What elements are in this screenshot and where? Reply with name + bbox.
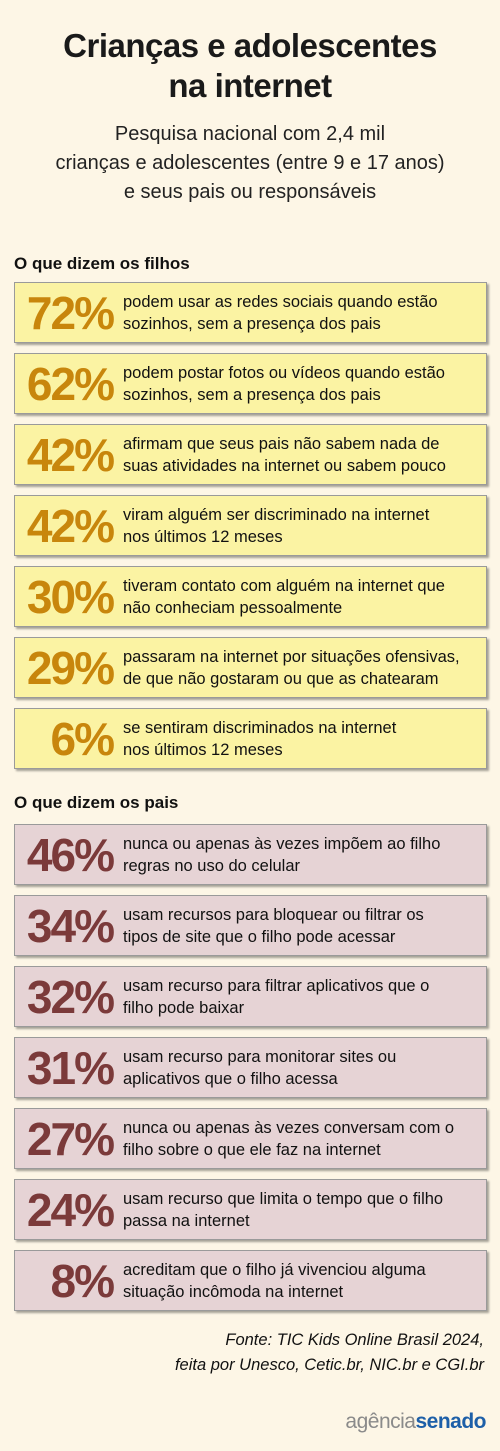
subtitle-line-1: Pesquisa nacional com 2,4 mil <box>114 123 386 145</box>
source-line-2: feita por Unesco, Cetic.br, NIC.br e CGI… <box>174 1356 484 1374</box>
subtitle: Pesquisa nacional com 2,4 mil crianças e… <box>0 120 500 207</box>
stat-percentage: 32% <box>26 970 115 1023</box>
stat-percentage: 27% <box>26 1112 115 1165</box>
stat-percentage: 72% <box>26 286 115 339</box>
stat-percentage: 42% <box>26 499 115 552</box>
stat-description: passaram na internet por situações ofens… <box>119 646 466 690</box>
stat-description-line-2: sozinhos, sem a presença dos pais <box>123 314 381 333</box>
stat-description-line-2: passa na internet <box>123 1211 250 1230</box>
stat-percentage: 46% <box>26 828 115 881</box>
stat-description-line-1: usam recurso para filtrar aplicativos qu… <box>123 976 430 995</box>
stat-description: usam recurso para monitorar sites ou apli… <box>119 1046 402 1090</box>
stat-percentage: 8% <box>50 1254 115 1307</box>
stat-description-line-2: nos últimos 12 meses <box>123 527 283 546</box>
stat-card: 29% passaram na internet por situações of… <box>14 637 487 698</box>
stat-description-line-2: filho pode baixar <box>123 998 245 1017</box>
stat-description-line-1: passaram na internet por situações ofens… <box>123 647 460 666</box>
stat-percentage: 31% <box>26 1041 115 1094</box>
stat-card: 30% tiveram contato com alguém na interne… <box>14 566 487 627</box>
stat-description-line-2: regras no uso do celular <box>123 856 301 875</box>
source-line-1: Fonte: TIC Kids Online Brasil 2024, <box>225 1331 484 1349</box>
children-stats-list: 72% podem usar as redes sociais quando es… <box>14 282 487 779</box>
stat-description-line-2: nos últimos 12 meses <box>123 740 283 759</box>
stat-card: 46% nunca ou apenas às vezes impõem ao fi… <box>14 824 487 885</box>
stat-description-line-1: usam recursos para bloquear ou filtrar o… <box>123 905 424 924</box>
stat-card: 31% usam recurso para monitorar sites ou a… <box>14 1037 487 1098</box>
stat-description-line-2: não conheciam pessoalmente <box>123 598 343 617</box>
stat-description-line-2: aplicativos que o filho acessa <box>123 1069 338 1088</box>
stat-description: afirmam que seus pais não sabem nada de s… <box>119 433 452 477</box>
stat-card: 42% viram alguém ser discriminado na inte… <box>14 495 487 556</box>
stat-description: usam recurso que limita o tempo que o fi… <box>119 1188 449 1232</box>
stat-description-line-1: nunca ou apenas às vezes conversam com o <box>123 1118 455 1137</box>
logo-text-agencia: agência <box>345 1410 416 1433</box>
stat-percentage: 29% <box>26 641 115 694</box>
stat-card: 32% usam recurso para filtrar aplicativos… <box>14 966 487 1027</box>
stat-card: 72% podem usar as redes sociais quando es… <box>14 282 487 343</box>
stat-percentage: 30% <box>26 570 115 623</box>
stat-description-line-1: usam recurso para monitorar sites ou <box>123 1047 397 1066</box>
stat-percentage: 62% <box>26 357 115 410</box>
title-line-1: Crianças e adolescentes <box>63 27 437 64</box>
stat-description: viram alguém ser discriminado na interne… <box>119 504 435 548</box>
section-heading-children: O que dizem os filhos <box>14 254 190 273</box>
stat-percentage: 34% <box>26 899 115 952</box>
stat-description-line-2: tipos de site que o filho pode acessar <box>123 927 396 946</box>
subtitle-line-3: e seus pais ou responsáveis <box>123 181 377 203</box>
stat-card: 6% se sentiram discriminados na internet n… <box>14 708 487 769</box>
logo-text-senado: senado <box>415 1410 486 1433</box>
parents-stats-list: 46% nunca ou apenas às vezes impõem ao fi… <box>14 824 487 1321</box>
stat-description-line-2: suas atividades na internet ou sabem pou… <box>123 456 446 475</box>
stat-description-line-2: filho sobre o que ele faz na internet <box>123 1140 381 1159</box>
stat-description-line-2: situação incômoda na internet <box>123 1282 344 1301</box>
stat-card: 24% usam recurso que limita o tempo que o… <box>14 1179 487 1240</box>
stat-description: acreditam que o filho já vivenciou algum… <box>119 1259 432 1303</box>
stat-percentage: 24% <box>26 1183 115 1236</box>
agencia-senado-logo: agênciasenado <box>345 1410 486 1434</box>
stat-description-line-2: sozinhos, sem a presença dos pais <box>123 385 381 404</box>
stat-description: usam recursos para bloquear ou filtrar o… <box>119 904 430 948</box>
stat-description: podem usar as redes sociais quando estão… <box>119 291 444 335</box>
stat-description: nunca ou apenas às vezes conversam com o… <box>119 1117 460 1161</box>
stat-card: 27% nunca ou apenas às vezes conversam co… <box>14 1108 487 1169</box>
stat-percentage: 42% <box>26 428 115 481</box>
title-line-2: na internet <box>168 67 332 104</box>
stat-description-line-1: podem postar fotos ou vídeos quando estã… <box>123 363 445 382</box>
subtitle-line-2: crianças e adolescentes (entre 9 e 17 an… <box>55 152 445 174</box>
stat-description: nunca ou apenas às vezes impõem ao filho… <box>119 833 446 877</box>
stat-description-line-1: afirmam que seus pais não sabem nada de <box>123 434 440 453</box>
stat-description-line-1: podem usar as redes sociais quando estão <box>123 292 438 311</box>
stat-description: se sentiram discriminados na internet nos… <box>119 717 402 761</box>
stat-description-line-1: acreditam que o filho já vivenciou algum… <box>123 1260 426 1279</box>
stat-card: 62% podem postar fotos ou vídeos quando e… <box>14 353 487 414</box>
stat-description: tiveram contato com alguém na internet q… <box>119 575 451 619</box>
stat-description-line-1: nunca ou apenas às vezes impõem ao filho <box>123 834 441 853</box>
stat-description: podem postar fotos ou vídeos quando estã… <box>119 362 451 406</box>
stat-card: 42% afirmam que seus pais não sabem nada … <box>14 424 487 485</box>
stat-description-line-1: viram alguém ser discriminado na interne… <box>123 505 430 524</box>
stat-description-line-1: se sentiram discriminados na internet <box>123 718 397 737</box>
stat-description-line-2: de que não gostaram ou que as chatearam <box>123 669 439 688</box>
stat-card: 34% usam recursos para bloquear ou filtra… <box>14 895 487 956</box>
stat-card: 8% acreditam que o filho já vivenciou alg… <box>14 1250 487 1311</box>
stat-description: usam recurso para filtrar aplicativos qu… <box>119 975 435 1019</box>
stat-description-line-1: usam recurso que limita o tempo que o fi… <box>123 1189 444 1208</box>
stat-percentage: 6% <box>50 712 115 765</box>
stat-description-line-1: tiveram contato com alguém na internet q… <box>123 576 445 595</box>
source-note: Fonte: TIC Kids Online Brasil 2024, feit… <box>175 1328 484 1378</box>
page-title: Crianças e adolescentes na internet <box>0 0 500 106</box>
section-heading-parents: O que dizem os pais <box>14 793 179 812</box>
